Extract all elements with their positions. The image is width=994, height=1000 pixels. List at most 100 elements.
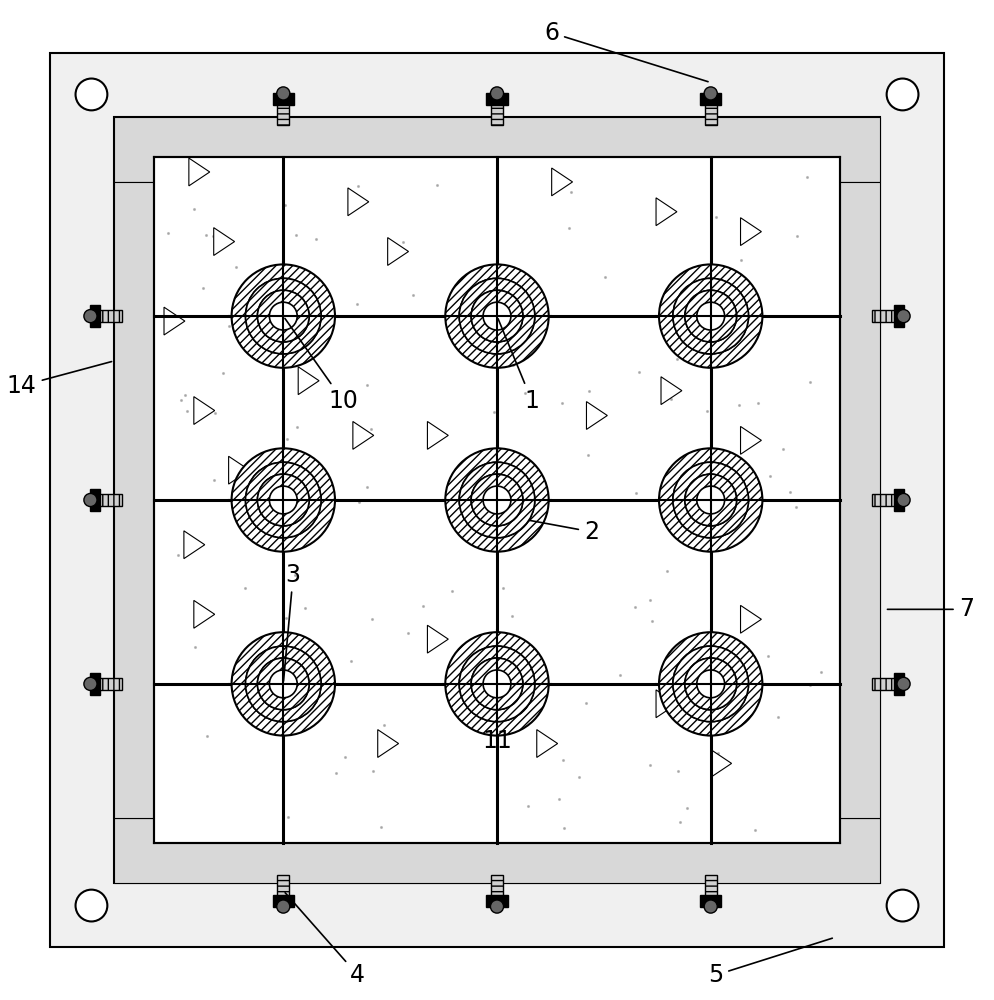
Bar bbox=[894, 673, 904, 695]
Circle shape bbox=[697, 302, 725, 330]
Point bbox=[366, 763, 382, 779]
Point bbox=[699, 403, 715, 419]
Circle shape bbox=[246, 646, 321, 722]
Polygon shape bbox=[378, 730, 399, 757]
Point bbox=[789, 228, 805, 244]
Circle shape bbox=[697, 486, 725, 514]
Circle shape bbox=[257, 474, 309, 526]
Polygon shape bbox=[552, 168, 573, 196]
Circle shape bbox=[704, 87, 718, 100]
Bar bbox=[277, 875, 289, 907]
Point bbox=[236, 460, 251, 476]
Point bbox=[504, 608, 520, 624]
Polygon shape bbox=[741, 605, 761, 633]
Circle shape bbox=[276, 900, 290, 913]
Polygon shape bbox=[214, 228, 235, 255]
Text: 3: 3 bbox=[283, 563, 301, 681]
Text: 4: 4 bbox=[285, 893, 366, 987]
Point bbox=[373, 733, 389, 749]
Polygon shape bbox=[741, 426, 761, 454]
Point bbox=[394, 241, 410, 257]
Circle shape bbox=[257, 290, 309, 342]
Point bbox=[627, 599, 643, 615]
Point bbox=[349, 296, 365, 312]
Point bbox=[238, 580, 253, 596]
Point bbox=[670, 351, 686, 367]
Point bbox=[440, 328, 456, 344]
Polygon shape bbox=[263, 665, 284, 693]
Circle shape bbox=[673, 646, 748, 722]
Circle shape bbox=[483, 302, 511, 330]
Circle shape bbox=[445, 264, 549, 368]
Circle shape bbox=[704, 900, 718, 913]
Point bbox=[733, 252, 748, 268]
Point bbox=[350, 178, 366, 194]
Point bbox=[659, 563, 675, 579]
Bar bbox=[705, 93, 717, 125]
Polygon shape bbox=[348, 188, 369, 216]
Point bbox=[449, 340, 465, 356]
Point bbox=[770, 709, 786, 725]
Circle shape bbox=[659, 264, 762, 368]
Point bbox=[221, 318, 237, 334]
Text: 2: 2 bbox=[530, 520, 599, 544]
Point bbox=[679, 800, 695, 816]
Point bbox=[373, 819, 389, 835]
Point bbox=[186, 201, 202, 217]
Bar bbox=[114, 182, 179, 818]
Circle shape bbox=[246, 278, 321, 354]
Circle shape bbox=[685, 658, 737, 710]
Bar bbox=[272, 93, 294, 105]
Circle shape bbox=[257, 658, 309, 710]
Point bbox=[761, 468, 777, 484]
Circle shape bbox=[483, 486, 511, 514]
Point bbox=[506, 357, 522, 373]
Point bbox=[470, 718, 486, 734]
Point bbox=[690, 455, 706, 471]
Point bbox=[400, 625, 415, 641]
Circle shape bbox=[257, 474, 309, 526]
Point bbox=[520, 798, 536, 814]
Polygon shape bbox=[194, 600, 215, 628]
Point bbox=[228, 259, 244, 275]
Circle shape bbox=[459, 646, 535, 722]
Point bbox=[788, 499, 804, 515]
Point bbox=[170, 547, 186, 563]
Bar bbox=[486, 93, 508, 105]
Point bbox=[377, 717, 393, 733]
Circle shape bbox=[685, 474, 737, 526]
Circle shape bbox=[76, 890, 107, 921]
Circle shape bbox=[897, 677, 911, 690]
Bar bbox=[272, 895, 294, 907]
Point bbox=[485, 667, 501, 683]
Point bbox=[572, 769, 587, 785]
Circle shape bbox=[459, 646, 535, 722]
Point bbox=[308, 231, 324, 247]
Point bbox=[670, 342, 686, 358]
Bar bbox=[894, 489, 904, 511]
Circle shape bbox=[471, 474, 523, 526]
Polygon shape bbox=[298, 367, 319, 395]
Circle shape bbox=[83, 677, 97, 690]
Polygon shape bbox=[741, 218, 761, 246]
Point bbox=[561, 220, 577, 236]
Circle shape bbox=[659, 632, 762, 736]
Point bbox=[694, 497, 710, 513]
Text: 1: 1 bbox=[498, 319, 539, 413]
Point bbox=[206, 228, 222, 244]
Point bbox=[337, 749, 353, 765]
Point bbox=[429, 177, 445, 193]
Point bbox=[200, 728, 216, 744]
Circle shape bbox=[673, 462, 748, 538]
Bar bbox=[90, 673, 100, 695]
Text: 14: 14 bbox=[7, 362, 111, 398]
Polygon shape bbox=[656, 198, 677, 226]
Point bbox=[641, 592, 657, 608]
Circle shape bbox=[445, 448, 549, 552]
Circle shape bbox=[459, 278, 535, 354]
Circle shape bbox=[269, 486, 297, 514]
Bar bbox=[894, 305, 904, 327]
Text: 5: 5 bbox=[708, 938, 832, 987]
Point bbox=[173, 392, 189, 408]
Circle shape bbox=[673, 278, 748, 354]
